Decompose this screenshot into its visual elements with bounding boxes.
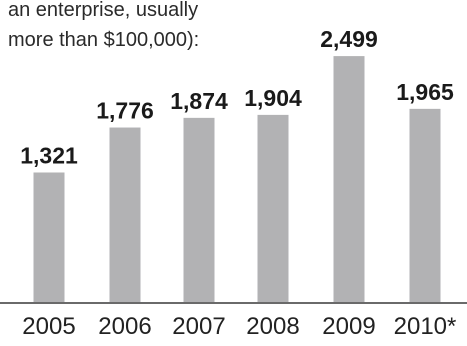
- bar-2007: [183, 117, 215, 303]
- x-tick-2007: 2007: [172, 313, 225, 340]
- value-label-2005: 1,321: [20, 142, 78, 168]
- subtitle-line-2: more than $100,000):: [8, 29, 199, 51]
- bar-group: [33, 56, 441, 304]
- x-tick-2006: 2006: [98, 313, 151, 340]
- chart-subtitle: an enterprise, usually more than $100,00…: [8, 0, 199, 51]
- value-label-2008: 1,904: [244, 85, 302, 111]
- bar-2006: [109, 127, 141, 304]
- x-tick-2005: 2005: [22, 313, 75, 340]
- x-tick-2010: 2010*: [394, 313, 457, 340]
- bar-2009: [333, 56, 365, 303]
- subtitle-line-1: an enterprise, usually: [8, 0, 198, 21]
- x-axis-tick-labels: 2005 2006 2007 2008 2009 2010*: [22, 313, 456, 340]
- bar-2008: [257, 114, 289, 304]
- value-label-2010: 1,965: [396, 79, 454, 105]
- value-label-group: 1,321 1,776 1,874 1,904 2,499 1,965: [20, 26, 454, 168]
- value-label-2006: 1,776: [96, 98, 154, 124]
- value-label-2007: 1,874: [170, 88, 228, 114]
- bar-2005: [33, 172, 65, 303]
- bar-2010: [409, 108, 441, 303]
- x-tick-2008: 2008: [246, 313, 299, 340]
- x-tick-2009: 2009: [322, 313, 375, 340]
- value-label-2009: 2,499: [320, 26, 378, 52]
